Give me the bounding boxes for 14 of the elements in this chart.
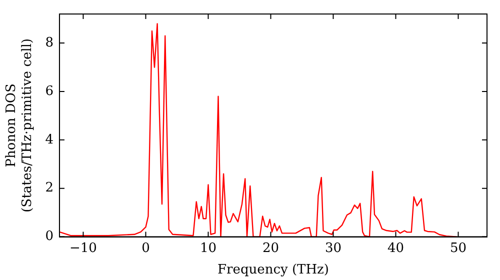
x-tick-label: 30 — [324, 240, 342, 256]
y-axis-title: Phonon DOS (States/THz·primitive cell) — [4, 38, 35, 212]
y-tick-label: 8 — [45, 35, 54, 50]
x-tick-label: 20 — [262, 240, 280, 256]
y-tick-label: 0 — [45, 229, 54, 244]
x-tick-label: 10 — [200, 240, 217, 256]
x-tick-label: 50 — [450, 240, 467, 256]
x-tick-label: 40 — [387, 240, 404, 256]
x-axis-title: Frequency (THz) — [218, 262, 329, 278]
x-tick-label: −10 — [70, 240, 97, 256]
y-tick-label: 6 — [45, 84, 54, 99]
x-tick-label: 0 — [142, 240, 150, 256]
y-tick-label: 4 — [45, 132, 54, 148]
y-tick-label: 2 — [45, 180, 54, 196]
